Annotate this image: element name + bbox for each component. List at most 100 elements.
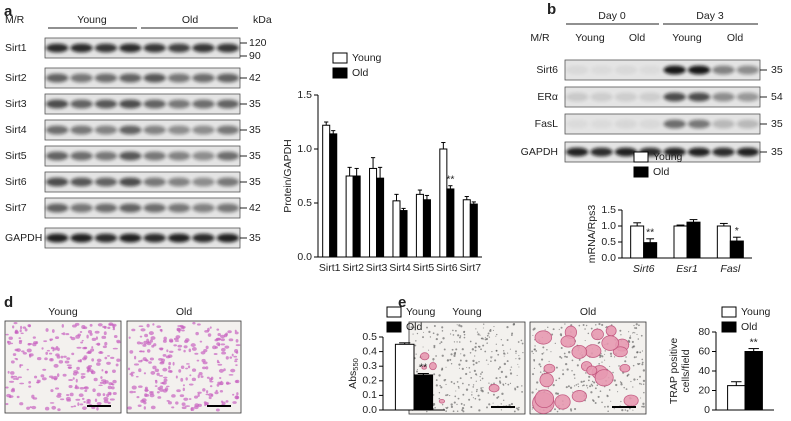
cell (86, 398, 91, 403)
speck (601, 355, 604, 358)
speck (472, 386, 475, 388)
cell (197, 393, 200, 397)
cell (17, 376, 23, 379)
speck (468, 367, 471, 369)
cell (167, 354, 173, 358)
speck (450, 353, 453, 356)
speck (492, 402, 494, 404)
speck (642, 369, 646, 372)
speck (472, 384, 475, 386)
osteoclast (539, 372, 554, 388)
blot-band (45, 99, 69, 109)
group-label: Young (77, 14, 107, 26)
speck (412, 326, 415, 329)
y-tick-label: 0.0 (362, 404, 377, 416)
speck (547, 326, 549, 329)
speck (487, 392, 490, 394)
blot-band (167, 99, 191, 109)
speck (521, 385, 523, 387)
cell (112, 347, 118, 350)
cell (131, 385, 137, 390)
speck (480, 348, 482, 351)
cell (216, 328, 220, 331)
speck (632, 364, 635, 367)
speck (429, 336, 432, 338)
speck (492, 393, 495, 396)
x-tick-label: Sirt3 (366, 262, 388, 274)
speck (436, 333, 439, 336)
speck (474, 397, 477, 400)
blot-band (94, 43, 118, 53)
y-tick-label: 0.2 (362, 375, 377, 387)
cell (207, 327, 210, 332)
blot-strip (44, 37, 241, 59)
x-tick-label: Sirt6 (436, 262, 458, 274)
speck (586, 387, 589, 389)
cell (99, 381, 104, 384)
speck (478, 361, 480, 363)
speck (485, 359, 488, 361)
cell (65, 396, 71, 401)
marker-label: 90 (249, 50, 261, 62)
speck (599, 356, 601, 359)
blot-band (736, 147, 760, 157)
cell (107, 326, 111, 330)
legend-swatch (332, 52, 348, 64)
speck (418, 365, 421, 367)
cell (100, 376, 103, 379)
cell (223, 368, 226, 372)
speck (463, 404, 466, 406)
legend-label: Young (352, 52, 382, 64)
marker-label: 35 (249, 176, 261, 188)
cell (205, 366, 209, 370)
cell (218, 383, 224, 386)
y-tick-label: 0.5 (297, 197, 312, 209)
cell (157, 386, 161, 391)
speck (598, 363, 600, 365)
cell (57, 347, 60, 352)
speck (423, 331, 425, 333)
cell (83, 355, 88, 360)
speck (478, 409, 481, 412)
speck (640, 383, 643, 385)
cell (198, 372, 203, 376)
speck (496, 396, 499, 399)
x-tick-label: Sirt7 (459, 262, 481, 274)
speck (552, 328, 555, 331)
speck (494, 359, 497, 362)
speck (577, 385, 580, 388)
cell (227, 330, 232, 334)
cell (106, 355, 111, 357)
cell (169, 370, 173, 373)
bar (376, 177, 385, 258)
marker-label: 42 (249, 202, 261, 214)
cell (184, 338, 190, 342)
speck (635, 327, 638, 330)
cell (138, 368, 142, 373)
speck (499, 376, 501, 379)
cell (108, 323, 114, 326)
marker-label: 35 (249, 150, 261, 162)
speck (432, 358, 435, 361)
speck (472, 363, 475, 366)
cell (145, 393, 150, 397)
cell (112, 391, 117, 395)
cell (83, 346, 88, 350)
row-label: Sirt6 (536, 64, 558, 76)
osteoclast (571, 390, 587, 403)
cell (96, 358, 102, 363)
cell (156, 391, 160, 394)
speck (502, 384, 505, 386)
speck (621, 408, 624, 412)
blot-band (590, 65, 613, 75)
speck (492, 329, 495, 331)
cell (138, 350, 144, 353)
cell (63, 355, 67, 358)
speck (566, 368, 569, 371)
cell (216, 359, 219, 364)
speck (511, 334, 513, 337)
speck (604, 350, 606, 352)
blot-band (45, 151, 69, 161)
cell (14, 329, 19, 334)
speck (642, 383, 645, 385)
